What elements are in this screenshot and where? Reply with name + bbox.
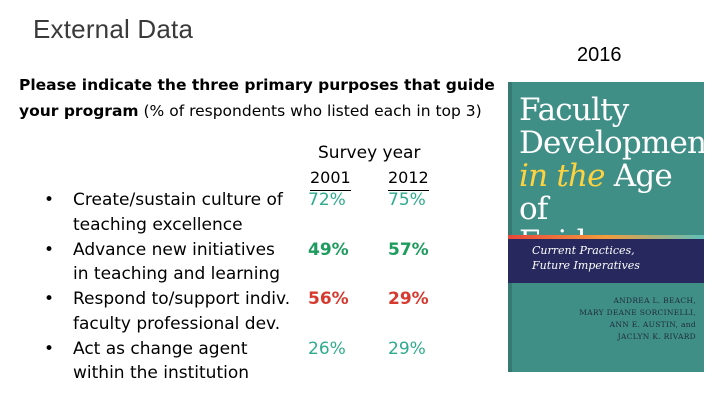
survey-year-header: Survey year	[318, 143, 421, 163]
value-2012: 75%	[388, 190, 426, 210]
bullet: •	[44, 190, 55, 210]
bullet: •	[44, 338, 55, 359]
value-2012: 29%	[388, 338, 426, 359]
book-subtitle: Current Practices, Future Imperatives	[532, 244, 640, 272]
list-item: • Advance new initiatives in teaching an…	[44, 238, 504, 288]
bullet: •	[44, 239, 55, 260]
purpose-label: Respond to/support indiv. faculty profes…	[73, 289, 291, 334]
list-item: • Act as change agent within the institu…	[44, 337, 504, 387]
list-item: • Respond to/support indiv. faculty prof…	[44, 287, 504, 337]
survey-question: Please indicate the three primary purpos…	[19, 72, 509, 124]
book-year: 2016	[577, 44, 622, 66]
purpose-label: Advance new initiatives in teaching and …	[73, 239, 280, 285]
question-note: (% of respondents who listed each in top…	[138, 102, 482, 120]
value-2012: 29%	[388, 289, 429, 309]
book-authors: ANDREA L. BEACH, MARY DEANE SORCINELLI, …	[579, 296, 696, 341]
purpose-list: • Create/sustain culture of teaching exc…	[44, 188, 504, 386]
value-2001: 26%	[308, 338, 346, 359]
year-2001-header: 2001	[310, 167, 351, 191]
purpose-label: Create/sustain culture of teaching excel…	[73, 190, 283, 235]
subtitle-band: Current Practices, Future Imperatives	[508, 235, 704, 283]
list-item: • Create/sustain culture of teaching exc…	[44, 188, 504, 238]
book-cover: Faculty Development in the Age of Eviden…	[508, 82, 704, 372]
slide-title: External Data	[33, 14, 194, 44]
cover-spine-shadow	[508, 82, 512, 372]
question-text: Please indicate the three primary purpos…	[19, 76, 495, 120]
value-2001: 56%	[308, 289, 349, 309]
bullet: •	[44, 289, 55, 309]
value-2012: 57%	[388, 239, 429, 260]
year-2012-header: 2012	[388, 167, 429, 191]
purpose-label: Act as change agent within the instituti…	[73, 338, 250, 384]
value-2001: 49%	[308, 239, 349, 260]
value-2001: 72%	[308, 190, 346, 210]
